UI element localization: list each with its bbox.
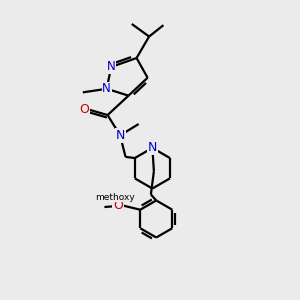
Text: methoxy: methoxy xyxy=(96,193,135,202)
Text: N: N xyxy=(116,129,125,142)
Text: O: O xyxy=(79,103,89,116)
Text: O: O xyxy=(113,199,123,212)
Text: N: N xyxy=(148,141,157,154)
Text: N: N xyxy=(107,61,116,74)
Text: N: N xyxy=(102,82,111,95)
